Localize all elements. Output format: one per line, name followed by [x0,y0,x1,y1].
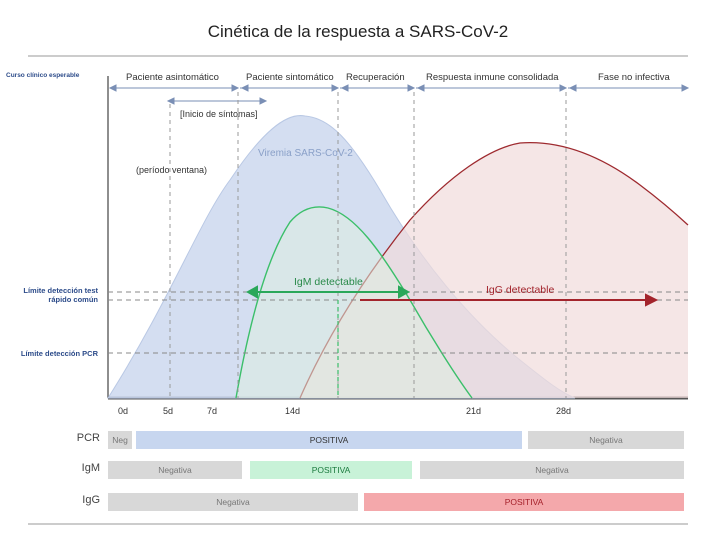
x-tick-7d: 7d [207,406,218,416]
phase-consolidated: Respuesta inmune consolidada [426,72,559,83]
igg-positive: POSITIVA [364,493,684,511]
x-tick-21d: 21d [466,406,482,416]
row-label-igg: IgG [82,494,100,506]
pcr-positive: POSITIVA [136,431,522,449]
phase-non-infective: Fase no infectiva [598,72,670,83]
phase-symptomatic: Paciente sintomático [246,72,334,83]
symptom-onset-label: [Inicio de síntomas] [180,109,258,119]
igm-positive: POSITIVA [250,461,412,479]
igm-neg-after: Negativa [420,461,684,479]
phase-recovery: Recuperación [346,72,405,83]
viremia-label: Viremia SARS-CoV-2 [258,148,353,159]
row-label-pcr: PCR [76,432,100,444]
x-tick-28d: 28d [556,406,572,416]
pcr-neg-after: Negativa [528,431,684,449]
igm-curve [235,206,473,399]
phase-course-label: Curso clínico esperable [6,72,80,79]
x-tick-5d: 5d [163,406,174,416]
igm-detectable-arrow [245,285,411,299]
row-label-igm: IgM [81,462,100,474]
phase-asymptomatic: Paciente asintomático [126,72,219,83]
phase-arrows [108,84,690,105]
x-tick-0d: 0d [118,406,129,416]
page-title: Cinética de la respuesta a SARS-CoV-2 [207,22,509,41]
igg-neg-before: Negativa [108,493,358,511]
phase-markers [169,92,567,398]
window-period-label: (período ventana) [136,165,208,175]
igg-detectable-label: IgG detectable [486,284,555,296]
pcr-limit-label: Límite detección PCR [20,349,98,358]
igm-detectable-label: IgM detectable [294,276,363,288]
pcr-neg-before: Neg [108,431,132,449]
x-tick-14d: 14d [285,406,301,416]
igm-neg-before: Negativa [108,461,242,479]
rapid-test-limit-label: Límite detección test rápido común [23,286,98,304]
igg-detectable-arrow [360,293,659,307]
